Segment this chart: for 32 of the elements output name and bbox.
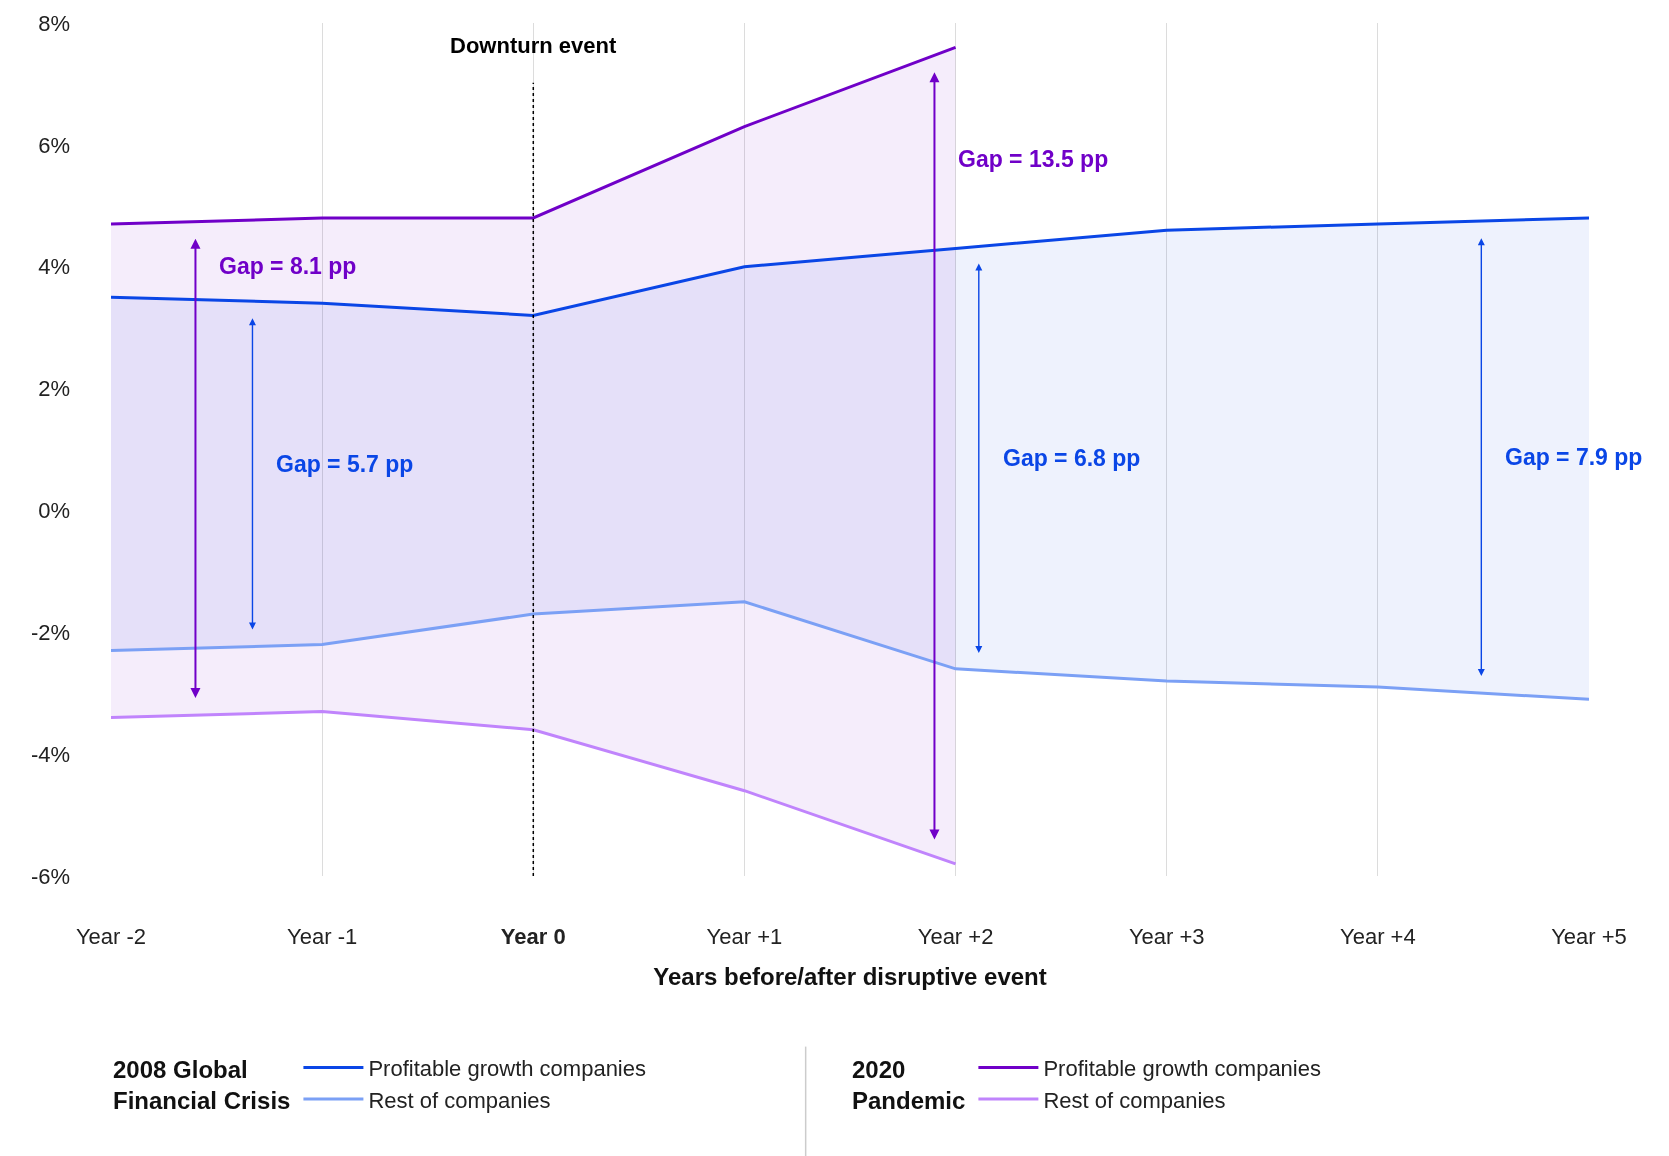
legend-label: Rest of companies: [1043, 1087, 1226, 1113]
y-tick-label: 0%: [38, 498, 70, 524]
text: 2008 Global Financial Crisis: [113, 1055, 291, 1114]
annotation: Gap = 7.9 pp: [1505, 444, 1643, 470]
y-tick-label: 6%: [38, 132, 70, 158]
legend-label: Profitable growth companies: [368, 1055, 646, 1081]
x-tick-label: Year -2: [75, 924, 147, 949]
x-tick-label: Year -1: [287, 924, 358, 949]
x-tick-label: Year +2: [917, 924, 994, 949]
x-tick-label: Year +3: [1128, 924, 1205, 949]
y-tick-label: 8%: [38, 10, 70, 36]
annotation: Gap = 6.8 pp: [1003, 445, 1141, 471]
x-axis-title: Years before/after disruptive event: [653, 963, 1047, 991]
x-tick-label: Year 0: [500, 924, 566, 949]
y-tick-label: -4%: [30, 741, 70, 767]
legend-label: Profitable growth companies: [1043, 1055, 1321, 1081]
y-tick-label: -2%: [30, 619, 70, 645]
x-tick-label: Year +5: [1551, 924, 1627, 949]
ref-line-label: Downturn event: [450, 33, 617, 58]
x-tick-label: Year +4: [1340, 924, 1416, 949]
y-tick-label: 4%: [38, 254, 70, 280]
legend-label: Rest of companies: [368, 1087, 551, 1113]
annotation: Gap = 13.5 pp: [958, 146, 1109, 172]
y-tick-label: 2%: [38, 376, 70, 402]
line-series: [111, 600, 1589, 701]
annotation: Gap = 8.1 pp: [219, 253, 357, 279]
y-tick-label: -6%: [30, 863, 70, 889]
text: 2020 Pandemic: [852, 1055, 966, 1114]
annotation: Gap = 5.7 pp: [276, 451, 414, 477]
line-series: [111, 216, 1589, 317]
line-series: [111, 709, 958, 866]
x-tick-label: Year +1: [706, 924, 783, 949]
